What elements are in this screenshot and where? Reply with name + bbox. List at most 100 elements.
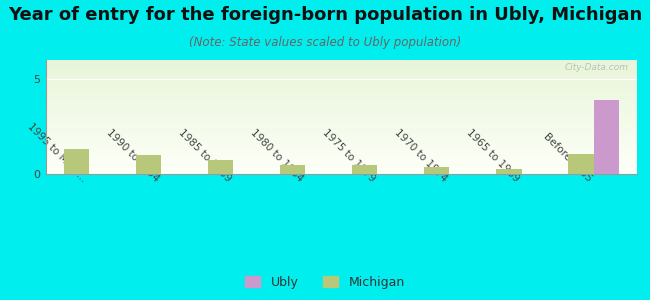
Bar — [46, 167, 637, 168]
Bar — [46, 133, 637, 134]
Bar — [46, 102, 637, 103]
Bar — [46, 62, 637, 63]
Bar — [64, 149, 89, 174]
Bar — [46, 172, 637, 173]
Bar — [46, 88, 637, 90]
Bar — [46, 128, 637, 130]
Bar — [46, 103, 637, 104]
Bar — [46, 144, 637, 145]
Bar — [569, 154, 593, 174]
Bar — [46, 80, 637, 82]
Bar — [46, 106, 637, 107]
Bar — [46, 161, 637, 163]
Bar — [46, 132, 637, 133]
Bar — [46, 93, 637, 94]
Bar — [46, 160, 637, 161]
Bar — [46, 169, 637, 171]
Bar — [46, 134, 637, 135]
Bar — [46, 87, 637, 88]
Bar — [46, 90, 637, 91]
Bar — [46, 142, 637, 143]
Bar — [46, 107, 637, 108]
Bar — [46, 131, 637, 132]
Bar — [46, 159, 637, 160]
Bar — [46, 116, 637, 117]
Bar — [46, 71, 637, 73]
Bar — [593, 100, 619, 174]
Bar — [46, 168, 637, 169]
Bar — [46, 130, 637, 131]
Bar — [46, 70, 637, 71]
Bar — [46, 135, 637, 136]
Bar — [46, 109, 637, 110]
Bar — [46, 139, 637, 140]
Bar — [280, 164, 305, 174]
Bar — [46, 74, 637, 75]
Bar — [424, 167, 449, 174]
Bar — [46, 82, 637, 83]
Bar — [46, 78, 637, 80]
Bar — [46, 115, 637, 116]
Bar — [46, 151, 637, 152]
Bar — [46, 156, 637, 157]
Bar — [46, 84, 637, 85]
Bar — [46, 125, 637, 126]
Bar — [497, 169, 521, 174]
Bar — [136, 155, 161, 174]
Bar — [46, 69, 637, 70]
Bar — [46, 166, 637, 167]
Bar — [46, 91, 637, 92]
Bar — [46, 99, 637, 100]
Text: Year of entry for the foreign-born population in Ubly, Michigan: Year of entry for the foreign-born popul… — [8, 6, 642, 24]
Bar — [46, 108, 637, 109]
Bar — [46, 114, 637, 115]
Bar — [46, 171, 637, 172]
Bar — [46, 152, 637, 154]
Bar — [46, 86, 637, 87]
Bar — [46, 123, 637, 124]
Bar — [46, 158, 637, 159]
Bar — [46, 163, 637, 164]
Bar — [46, 68, 637, 69]
Bar — [46, 154, 637, 156]
Bar — [46, 140, 637, 141]
Bar — [46, 157, 637, 158]
Bar — [46, 104, 637, 106]
Bar — [46, 112, 637, 114]
Bar — [46, 119, 637, 120]
Bar — [208, 160, 233, 174]
Bar — [46, 127, 637, 128]
Bar — [46, 173, 637, 174]
Bar — [46, 85, 637, 86]
Bar — [46, 64, 637, 66]
Bar — [46, 97, 637, 98]
Bar — [46, 120, 637, 122]
Bar — [46, 100, 637, 101]
Bar — [46, 164, 637, 165]
Bar — [46, 143, 637, 144]
Bar — [46, 111, 637, 112]
Bar — [46, 101, 637, 102]
Bar — [46, 148, 637, 149]
Bar — [46, 150, 637, 151]
Legend: Ubly, Michigan: Ubly, Michigan — [240, 271, 410, 294]
Text: (Note: State values scaled to Ubly population): (Note: State values scaled to Ubly popul… — [189, 36, 461, 49]
Bar — [46, 136, 637, 137]
Bar — [46, 73, 637, 74]
Bar — [46, 126, 637, 127]
Bar — [46, 61, 637, 62]
Bar — [46, 118, 637, 119]
Bar — [46, 67, 637, 68]
Bar — [46, 77, 637, 78]
Bar — [46, 141, 637, 142]
Bar — [46, 94, 637, 95]
Bar — [46, 75, 637, 76]
Bar — [46, 149, 637, 150]
Bar — [46, 92, 637, 93]
Bar — [46, 146, 637, 147]
Bar — [46, 137, 637, 139]
Bar — [46, 66, 637, 67]
Bar — [46, 147, 637, 148]
Bar — [46, 98, 637, 99]
Bar — [46, 124, 637, 125]
